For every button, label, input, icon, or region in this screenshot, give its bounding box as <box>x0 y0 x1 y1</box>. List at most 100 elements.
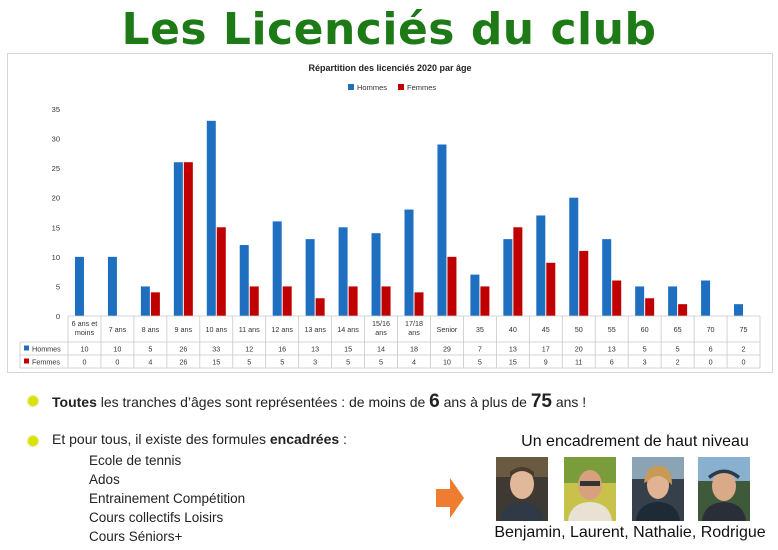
coach-photo-icon <box>698 457 750 521</box>
bullet-ages-text: ans ! <box>551 394 587 410</box>
data-label: 29 <box>443 345 451 354</box>
bar-femmes <box>546 262 556 316</box>
data-label: 5 <box>346 358 350 367</box>
bar-hommes <box>305 239 315 316</box>
bar-hommes <box>701 280 711 316</box>
x-tick-label: 75 <box>740 325 748 334</box>
bullet-formulas-bold: encadrées <box>269 431 340 447</box>
bar-hommes <box>272 221 282 316</box>
data-label: 3 <box>313 358 317 367</box>
legend-swatch <box>398 84 404 90</box>
x-tick-label: 8 ans <box>142 325 160 334</box>
bullet-ages-text: ans à plus de <box>439 394 531 410</box>
max-age: 75 <box>530 391 552 412</box>
x-tick-label: 14 ans <box>337 325 359 334</box>
bar-hommes <box>503 239 513 316</box>
bar-hommes <box>74 256 84 316</box>
bar-hommes <box>668 286 678 316</box>
bar-hommes <box>404 209 414 316</box>
y-tick-label: 25 <box>52 164 60 173</box>
bar-femmes <box>612 280 622 316</box>
x-tick-label: moins <box>75 328 95 337</box>
x-tick-label: 11 ans <box>239 325 260 334</box>
bar-hommes <box>371 233 381 316</box>
coach-names: Benjamin, Laurent, Nathalie, Rodrigue <box>494 524 766 541</box>
bar-femmes <box>447 256 457 316</box>
data-label: 5 <box>676 345 680 354</box>
bullet-ages-bold: Toutes <box>52 394 97 410</box>
bar-hommes <box>437 144 447 316</box>
bar-femmes <box>645 298 655 316</box>
bullet-formulas: Et pour tous, il existe des formules enc… <box>28 431 588 447</box>
formula-list: Ecole de tennis Ados Entrainement Compét… <box>89 451 588 546</box>
data-label: 3 <box>643 358 647 367</box>
bar-hommes <box>602 239 612 316</box>
chart-container: Répartition des licenciés 2020 par âge Ho… <box>7 53 773 373</box>
bullet-ages: Toutes les tranches d’âges sont représen… <box>28 391 588 413</box>
data-label: 0 <box>82 358 86 367</box>
data-label: 0 <box>709 358 713 367</box>
x-tick-label: ans <box>375 328 387 337</box>
bar-femmes <box>183 162 193 316</box>
bar-femmes <box>414 292 424 316</box>
min-age: 6 <box>429 391 440 412</box>
bar-hommes <box>140 286 150 316</box>
data-label: 9 <box>544 358 548 367</box>
bullet-formulas-text: : <box>339 431 347 447</box>
x-tick-label: ans <box>408 328 420 337</box>
x-tick-label: 10 ans <box>205 325 227 334</box>
data-label: 10 <box>80 345 88 354</box>
data-label: 20 <box>575 345 583 354</box>
data-label: 15 <box>509 358 517 367</box>
page-title: Les Licenciés du club <box>121 4 657 55</box>
formula-item: Ados <box>89 472 120 487</box>
data-label: 26 <box>179 345 187 354</box>
data-label: 5 <box>247 358 251 367</box>
bar-hommes <box>173 162 183 316</box>
data-label: 10 <box>113 345 121 354</box>
data-label: 5 <box>280 358 284 367</box>
bar-femmes <box>282 286 292 316</box>
y-tick-label: 0 <box>56 312 60 321</box>
bar-hommes <box>734 304 744 316</box>
x-tick-label: 13 ans <box>304 325 326 334</box>
team-title: Un encadrement de haut niveau <box>521 433 749 450</box>
chart-title: Répartition des licenciés 2020 par âge <box>308 63 471 73</box>
coach-photo-icon <box>496 457 548 521</box>
bar-chart: Répartition des licenciés 2020 par âge Ho… <box>19 63 761 369</box>
bar-femmes <box>480 286 490 316</box>
data-label: 13 <box>608 345 616 354</box>
x-tick-label: Senior <box>437 325 458 334</box>
data-label: 13 <box>509 345 517 354</box>
data-label: 11 <box>575 358 582 367</box>
x-tick-label: 15/16 <box>372 319 390 328</box>
bar-hommes <box>206 120 216 316</box>
data-label: 5 <box>478 358 482 367</box>
data-label: 18 <box>410 345 418 354</box>
bar-femmes <box>150 292 160 316</box>
bar-femmes <box>249 286 259 316</box>
bar-femmes <box>315 298 325 316</box>
x-tick-label: 65 <box>674 325 682 334</box>
bar-femmes <box>513 227 523 316</box>
data-label: 0 <box>742 358 746 367</box>
table-row-label: Femmes <box>32 358 60 367</box>
x-tick-label: 40 <box>509 325 517 334</box>
coach-photo-icon <box>632 457 684 521</box>
formula-item: Cours collectifs Loisirs <box>89 510 224 525</box>
y-tick-label: 5 <box>56 282 60 291</box>
data-label: 17 <box>542 345 550 354</box>
table-legend-swatch <box>24 345 29 351</box>
bullet-formulas-text: Et pour tous, il existe des formules <box>52 431 270 447</box>
legend-label: Hommes <box>357 83 387 92</box>
data-label: 5 <box>643 345 647 354</box>
legend-swatch <box>348 84 354 90</box>
data-label: 6 <box>610 358 614 367</box>
x-tick-label: 70 <box>707 325 715 334</box>
x-tick-label: 9 ans <box>175 325 193 334</box>
data-label: 5 <box>379 358 383 367</box>
data-label: 2 <box>742 345 746 354</box>
x-tick-label: 60 <box>641 325 649 334</box>
formula-item: Entrainement Compétition <box>89 491 246 506</box>
y-tick-label: 20 <box>52 194 60 203</box>
